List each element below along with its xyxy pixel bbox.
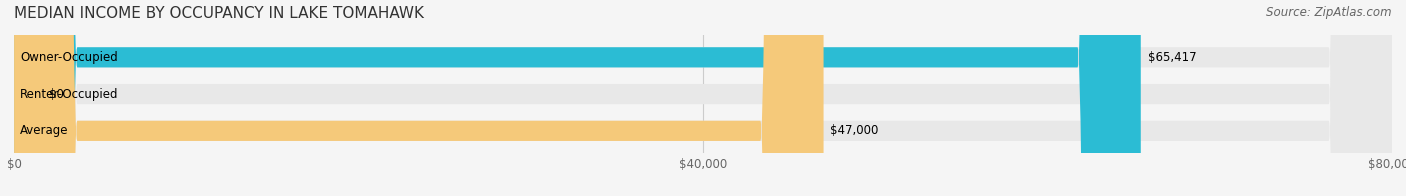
FancyBboxPatch shape	[14, 0, 1392, 196]
Text: $47,000: $47,000	[831, 124, 879, 137]
FancyBboxPatch shape	[14, 0, 1140, 196]
Text: Renter-Occupied: Renter-Occupied	[20, 88, 118, 101]
Text: MEDIAN INCOME BY OCCUPANCY IN LAKE TOMAHAWK: MEDIAN INCOME BY OCCUPANCY IN LAKE TOMAH…	[14, 6, 425, 21]
Text: Owner-Occupied: Owner-Occupied	[20, 51, 118, 64]
Text: Average: Average	[20, 124, 69, 137]
Text: $0: $0	[48, 88, 63, 101]
Text: Source: ZipAtlas.com: Source: ZipAtlas.com	[1267, 6, 1392, 19]
FancyBboxPatch shape	[14, 0, 1392, 196]
Text: $65,417: $65,417	[1147, 51, 1197, 64]
FancyBboxPatch shape	[14, 0, 1392, 196]
FancyBboxPatch shape	[14, 0, 824, 196]
